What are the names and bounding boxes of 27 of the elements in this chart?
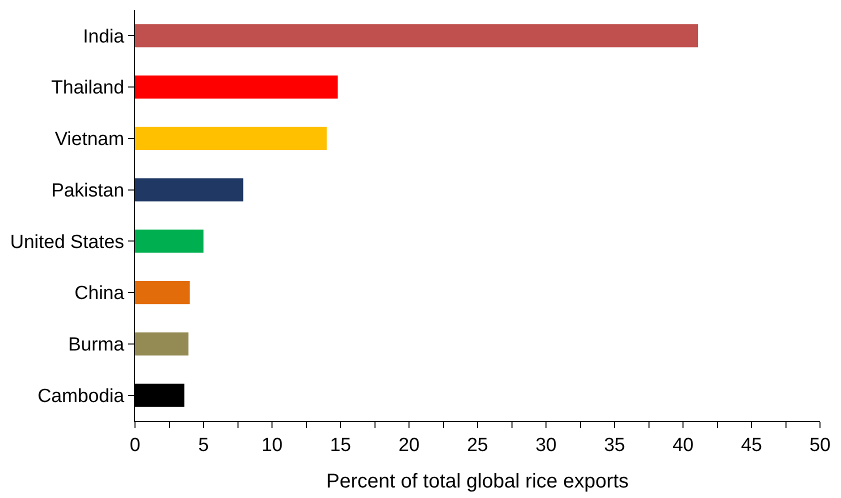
bar bbox=[135, 281, 190, 304]
x-axis-title: Percent of total global rice exports bbox=[326, 470, 629, 492]
x-tick-label: 0 bbox=[130, 434, 140, 456]
bar bbox=[135, 126, 327, 150]
bar bbox=[135, 178, 244, 202]
x-tick-label: 15 bbox=[330, 434, 352, 456]
bar bbox=[135, 24, 698, 48]
x-tick-label: 40 bbox=[672, 434, 694, 456]
y-tick-label: Vietnam bbox=[54, 129, 124, 150]
x-tick-label: 50 bbox=[809, 434, 831, 456]
x-tick-label: 10 bbox=[261, 434, 283, 456]
x-tick-label: 20 bbox=[398, 434, 420, 456]
x-tick-label: 30 bbox=[535, 434, 557, 456]
y-tick-label: India bbox=[82, 26, 125, 48]
x-tick-label: 35 bbox=[604, 434, 626, 456]
x-tick-label: 45 bbox=[740, 434, 762, 456]
y-tick-label: United States bbox=[10, 232, 124, 253]
y-tick-label: Thailand bbox=[51, 78, 124, 99]
y-tick-label: Pakistan bbox=[51, 180, 124, 202]
bar bbox=[135, 230, 204, 253]
y-tick-label: Burma bbox=[68, 334, 125, 356]
bar bbox=[135, 332, 188, 356]
x-tick-label: 5 bbox=[198, 434, 209, 456]
y-tick-label: China bbox=[74, 283, 125, 304]
bar bbox=[135, 76, 338, 99]
x-tick-label: 25 bbox=[466, 434, 488, 456]
y-tick-label: Cambodia bbox=[38, 386, 125, 407]
